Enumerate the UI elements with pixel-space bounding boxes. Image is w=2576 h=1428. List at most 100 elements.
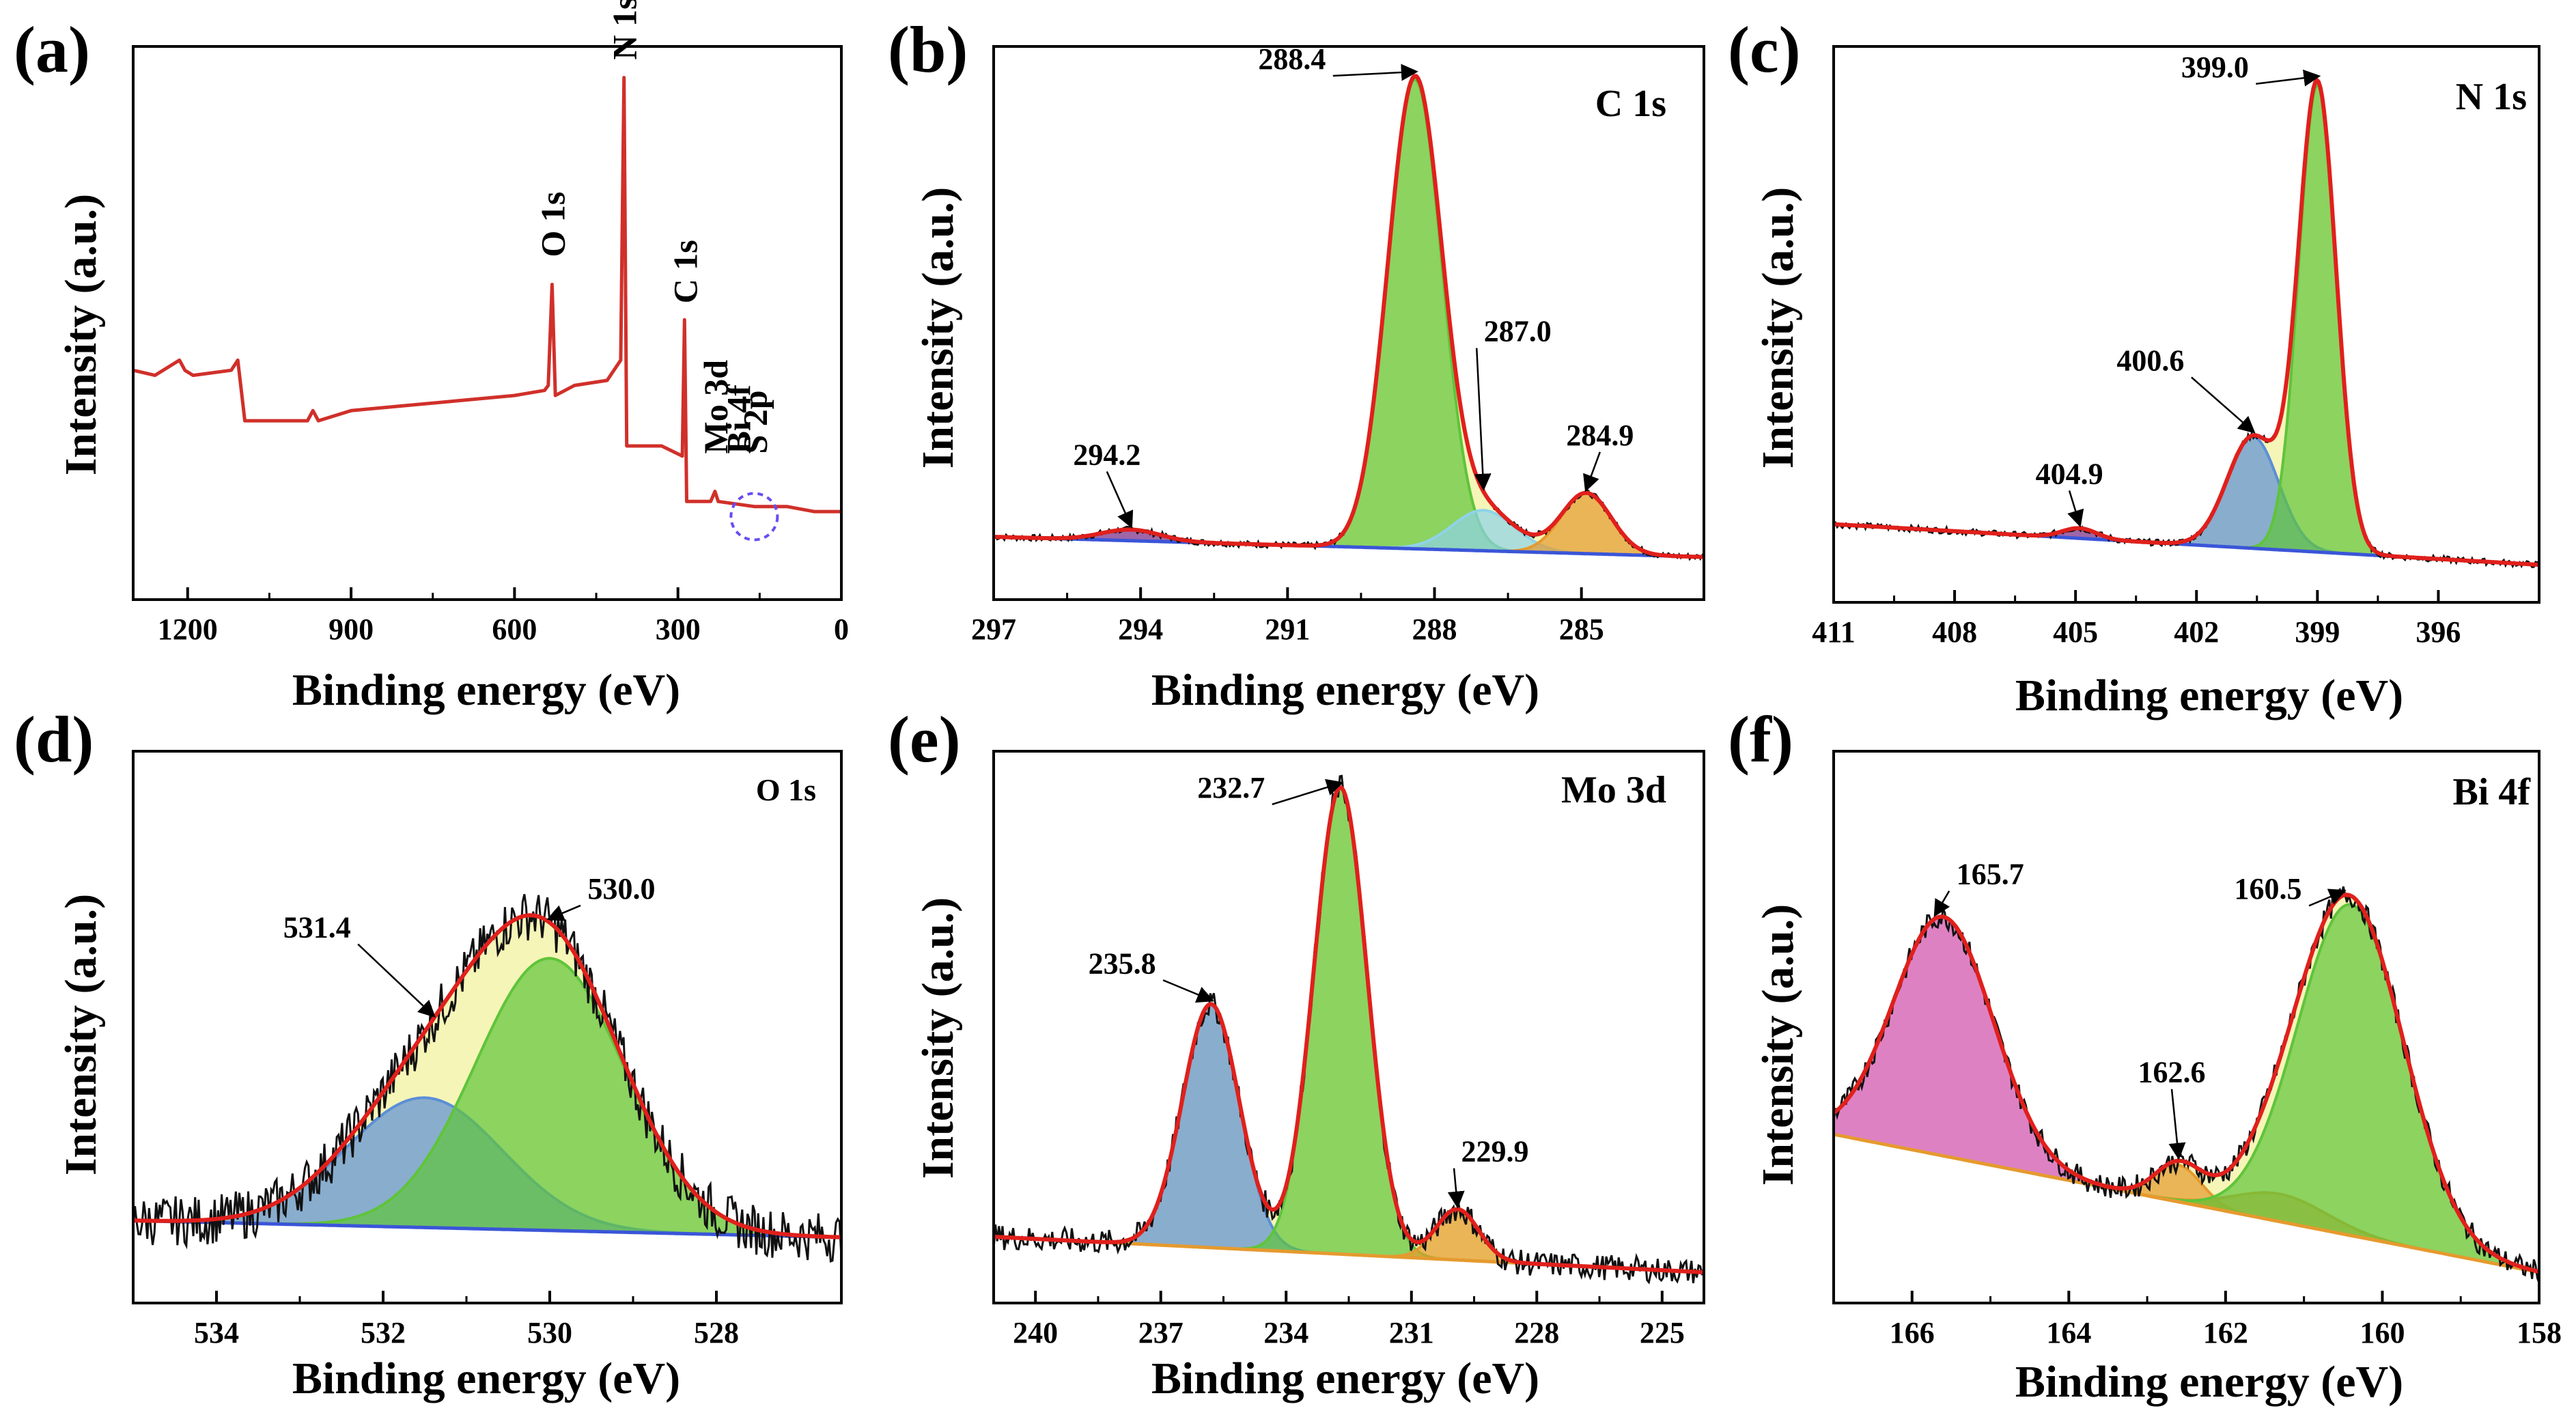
survey-peak-label-5: S 2p bbox=[736, 390, 774, 453]
x-tick-label-f: 160 bbox=[2360, 1316, 2405, 1349]
element-label-d: O 1s bbox=[756, 772, 816, 807]
x-tick-label-d: 530 bbox=[527, 1316, 572, 1349]
panel-letter-f: (f) bbox=[1728, 703, 1793, 776]
x-tick-label-e: 237 bbox=[1138, 1316, 1184, 1349]
plot-area-e: 240 237 234 231 228 225 235.8 232.7 229.9 bbox=[992, 750, 1705, 1349]
survey-peak-label-1: N 1s bbox=[606, 0, 644, 60]
x-tick-label-a: 300 bbox=[656, 613, 701, 646]
x-tick-label-e: 240 bbox=[1013, 1316, 1058, 1349]
peak-arrow-d-1 bbox=[546, 904, 581, 921]
raw-data-line-d bbox=[132, 894, 843, 1263]
peak-arrow-b-3 bbox=[1583, 451, 1601, 492]
x-tick-label-d: 528 bbox=[694, 1316, 739, 1349]
y-axis-label-d: Intensity (a.u.) bbox=[56, 894, 106, 1176]
y-axis-label-e: Intensity (a.u.) bbox=[913, 897, 963, 1179]
panel-e: (e) Intensity (a.u.) Binding energy (eV)… bbox=[888, 703, 1705, 1403]
x-tick-label-c: 408 bbox=[1932, 615, 1977, 649]
x-tick-label-f: 162 bbox=[2203, 1316, 2248, 1349]
axes-frame-a bbox=[132, 45, 843, 601]
peak-label-b-1: 288.4 bbox=[1258, 42, 1326, 76]
y-axis-label-a: Intensity (a.u.) bbox=[56, 194, 106, 476]
panel-f: (f) Intensity (a.u.) Binding energy (eV)… bbox=[1728, 703, 2562, 1407]
element-label-e: Mo 3d bbox=[1561, 769, 1666, 811]
x-tick-label-d: 534 bbox=[194, 1316, 239, 1349]
envelope-line-c bbox=[1833, 77, 2540, 567]
x-tick-label-b: 291 bbox=[1265, 613, 1310, 646]
x-tick-label-e: 231 bbox=[1389, 1316, 1434, 1349]
x-tick-label-f: 166 bbox=[1890, 1316, 1935, 1349]
x-tick-label-c: 396 bbox=[2416, 615, 2461, 649]
x-tick-label-d: 532 bbox=[361, 1316, 406, 1349]
peak-arrow-b-1 bbox=[1332, 64, 1418, 81]
x-tick-label-c: 411 bbox=[1812, 615, 1856, 649]
peak-arrow-c-1 bbox=[2191, 376, 2256, 434]
plot-area-b: 297 294 291 288 285 294.2 288.4 287.0 284.9 bbox=[971, 42, 1705, 646]
x-tick-label-c: 405 bbox=[2053, 615, 2098, 649]
peak-label-d-1: 530.0 bbox=[588, 872, 656, 906]
x-tick-label-b: 288 bbox=[1412, 613, 1457, 646]
envelope-line-b bbox=[993, 74, 1705, 559]
x-tick-label-b: 297 bbox=[971, 613, 1016, 646]
peak-label-c-2: 399.0 bbox=[2181, 51, 2249, 84]
peak-label-f-1: 162.6 bbox=[2138, 1056, 2206, 1089]
panel-letter-a: (a) bbox=[14, 13, 90, 86]
survey-peak-label-0: O 1s bbox=[533, 192, 572, 257]
peak-arrow-b-2 bbox=[1474, 348, 1492, 491]
x-tick-label-e: 234 bbox=[1263, 1316, 1308, 1349]
background-line-f bbox=[1833, 1132, 2540, 1274]
envelope-line-f bbox=[1832, 893, 2540, 1274]
peak-label-e-1: 232.7 bbox=[1197, 771, 1265, 804]
panel-letter-b: (b) bbox=[888, 13, 968, 86]
peak-arrow-e-0 bbox=[1162, 979, 1214, 1003]
peak-label-c-1: 400.6 bbox=[2116, 344, 2184, 377]
peak-arrow-c-2 bbox=[2256, 69, 2321, 87]
plot-area-c: 411 408 405 402 399 396 404.9 400.6 399.0 bbox=[1812, 45, 2540, 649]
background-line-b bbox=[993, 535, 1705, 559]
envelope-fill-b bbox=[994, 76, 1704, 557]
axes-frame-c bbox=[1832, 45, 2540, 604]
peak-arrow-e-2 bbox=[1447, 1168, 1465, 1209]
background-line-d bbox=[132, 1218, 842, 1240]
panel-letter-e: (e) bbox=[888, 703, 961, 776]
axes-frame-b bbox=[992, 45, 1705, 601]
peak-arrow-f-2 bbox=[2308, 888, 2347, 907]
y-axis-label-b: Intensity (a.u.) bbox=[913, 187, 963, 469]
envelope-fill-c bbox=[1834, 80, 2539, 565]
peak-arrow-d-0 bbox=[357, 943, 436, 1018]
peak-label-c-0: 404.9 bbox=[2036, 457, 2103, 490]
plot-area-d: 534 532 530 528 531.4 530.0 bbox=[132, 750, 843, 1349]
x-axis-label-d: Binding energy (eV) bbox=[292, 1354, 680, 1403]
element-label-b: C 1s bbox=[1595, 83, 1666, 125]
x-tick-label-a: 0 bbox=[834, 613, 849, 646]
component-peak-c-2 bbox=[1833, 83, 2540, 566]
peak-label-e-0: 235.8 bbox=[1089, 947, 1156, 980]
x-tick-label-e: 228 bbox=[1514, 1316, 1559, 1349]
x-axis-label-a: Binding energy (eV) bbox=[292, 665, 680, 715]
survey-peak-label-3: Mo 3d bbox=[697, 360, 735, 454]
x-tick-label-f: 164 bbox=[2046, 1316, 2091, 1349]
panel-a: (a) Intensity (a.u.) Binding energy (eV)… bbox=[14, 0, 849, 715]
component-peak-b-1 bbox=[993, 78, 1705, 559]
peak-label-f-2: 160.5 bbox=[2235, 872, 2302, 906]
x-axis-label-f: Binding energy (eV) bbox=[2015, 1357, 2403, 1407]
x-tick-label-c: 399 bbox=[2295, 615, 2340, 649]
x-tick-label-a: 1200 bbox=[158, 613, 218, 646]
peak-arrow-f-0 bbox=[1933, 890, 1950, 917]
peak-label-b-0: 294.2 bbox=[1073, 438, 1140, 472]
raw-data-line-c bbox=[1832, 77, 2540, 569]
panel-c: (c) Intensity (a.u.) Binding energy (eV)… bbox=[1728, 13, 2540, 720]
x-tick-label-e: 225 bbox=[1640, 1316, 1685, 1349]
plot-area-f: 166 164 162 160 158 165.7 162.6 160.5 bbox=[1832, 750, 2562, 1349]
x-tick-label-a: 600 bbox=[492, 613, 537, 646]
x-axis-label-e: Binding energy (eV) bbox=[1151, 1354, 1539, 1403]
x-tick-label-b: 285 bbox=[1559, 613, 1604, 646]
peak-label-b-2: 287.0 bbox=[1484, 315, 1552, 348]
x-tick-label-b: 294 bbox=[1118, 613, 1163, 646]
x-axis-label-c: Binding energy (eV) bbox=[2015, 671, 2403, 720]
y-axis-label-c: Intensity (a.u.) bbox=[1753, 187, 1803, 469]
survey-peak-label-4: Bi 4f bbox=[719, 384, 757, 454]
peak-arrow-b-0 bbox=[1106, 471, 1134, 529]
x-tick-label-f: 158 bbox=[2517, 1316, 2562, 1349]
